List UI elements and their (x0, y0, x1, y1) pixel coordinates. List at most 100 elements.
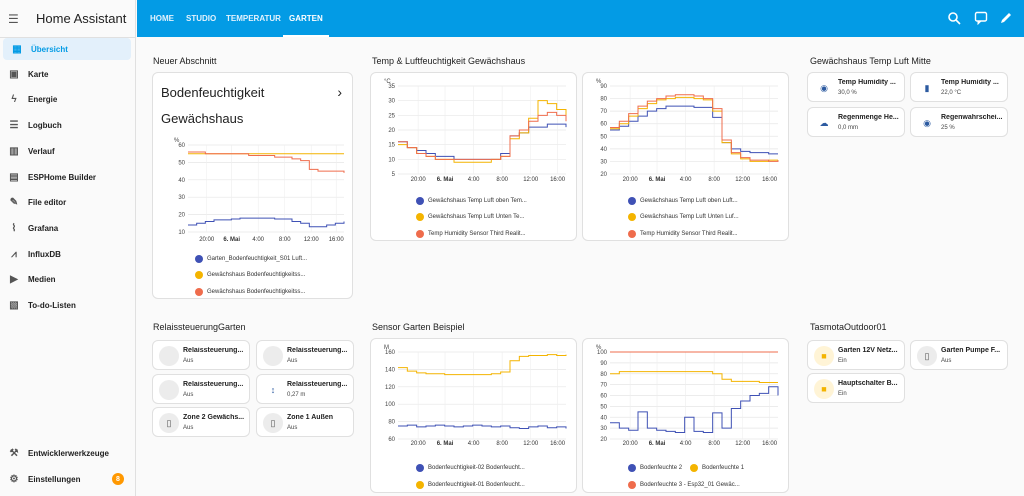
sidebar-item-influxdb[interactable]: ⩘ InfluxDB (0, 243, 136, 265)
sidebar-item-label: Verlauf (28, 146, 55, 156)
sidebar-item-grafana[interactable]: ⌇ Grafana (0, 217, 136, 239)
series-line[interactable] (610, 386, 779, 433)
circle-icon[interactable] (159, 380, 179, 400)
rain-icon[interactable]: ☁ (814, 113, 834, 133)
sidebar-item-label: Karte (28, 69, 49, 79)
sidebar-item-developer-tools[interactable]: ⚒ Entwicklerwerkzeuge (0, 442, 136, 464)
card-title[interactable]: Bodenfeuchtigkeit (161, 85, 265, 100)
bodenfeuchtigkeit-card: Bodenfeuchtigkeit › Gewächshaus (152, 72, 353, 299)
sidebar-item-karte[interactable]: ▣ Karte (0, 63, 136, 85)
power-socket-icon[interactable]: ■ (814, 379, 834, 399)
series-line[interactable] (398, 424, 567, 430)
legend-item[interactable]: Bodenfeuchte 2 (628, 464, 682, 472)
sidebar-item-settings[interactable]: ⚙ Einstellungen 8 (0, 468, 136, 490)
power-socket-icon[interactable]: ■ (814, 346, 834, 366)
series-line[interactable] (398, 354, 567, 376)
search-icon[interactable] (947, 11, 961, 25)
sidebar-item-esphome-builder[interactable]: ▤ ESPHome Builder (0, 166, 136, 188)
legend-item[interactable]: Gewächshaus Temp Luft oben Luft... (628, 197, 738, 205)
sidebar-item-label: Logbuch (28, 120, 62, 130)
tab-studio[interactable]: STUDIO (186, 14, 217, 23)
tasmota-tile[interactable]: ■ Garten 12V Netz... Ein (807, 340, 905, 370)
relais-tile[interactable]: Relaissteuerung... Aus (152, 340, 250, 370)
sidebar: ☰ Home Assistant ▦ Übersicht ▣ Karte ϟ Energi… (0, 0, 136, 496)
relais-tile[interactable]: Relaissteuerung... Aus (256, 340, 354, 370)
y-tick-label: 40 (178, 178, 185, 184)
tab-temperatur[interactable]: TEMPERATUR (226, 14, 281, 23)
tile-name: Relaissteuerung... (183, 381, 244, 388)
legend-item[interactable]: Gewächshaus Temp Luft oben Tem... (416, 197, 527, 205)
legend-item[interactable]: Temp Humidity Sensor Third Realit... (416, 230, 526, 238)
sidebar-item-energie[interactable]: ϟ Energie (0, 88, 136, 110)
legend-item[interactable]: Gewächshaus Temp Luft Unten Te... (416, 213, 525, 221)
clipboard-icon: ▧ (9, 299, 19, 311)
thermometer-icon[interactable]: ▮ (917, 78, 937, 98)
sidebar-item-medien[interactable]: ▶ Medien (0, 268, 136, 290)
water-drop-icon[interactable]: ◉ (917, 113, 937, 133)
sidebar-item-to-do-listen[interactable]: ▧ To-do-Listen (0, 294, 136, 316)
series-line[interactable] (610, 105, 778, 155)
y-tick-label: 15 (388, 143, 395, 149)
x-tick-label: 4:00 (680, 177, 692, 183)
tab-garten[interactable]: GARTEN (283, 0, 329, 37)
circle-icon[interactable] (263, 346, 283, 366)
legend-item[interactable]: Temp Humidity Sensor Third Realit... (628, 230, 738, 238)
series-line[interactable] (188, 151, 345, 173)
legend-label: Bodenfeuchtigkeit-02 Bodenfeucht... (428, 465, 525, 471)
switch-icon[interactable]: ▯ (159, 413, 179, 433)
x-tick-label: 8:00 (279, 237, 291, 243)
tab-home[interactable]: HOME (150, 14, 174, 23)
series-line[interactable] (398, 111, 567, 160)
series-line[interactable] (398, 123, 567, 160)
legend-item[interactable]: Bodenfeuchtigkeit-02 Bodenfeucht... (416, 464, 525, 472)
y-tick-label: 100 (597, 350, 608, 356)
sidebar-item-logbuch[interactable]: ☰ Logbuch (0, 114, 136, 136)
edit-pencil-icon[interactable] (999, 11, 1013, 25)
legend-item[interactable]: Garten_Bodenfeuchtigkeit_S01 Luft... (195, 255, 307, 263)
relais-tile[interactable]: ↕ Relaissteuerung... 0,27 m (256, 374, 354, 404)
relais-tile[interactable]: ▯ Zone 2 Gewächs... Aus (152, 407, 250, 437)
assist-chat-icon[interactable] (974, 11, 988, 26)
water-drop-icon[interactable]: ◉ (814, 78, 834, 98)
switch-icon[interactable]: ▯ (917, 346, 937, 366)
chart-bodenfeuchte: % 20 30 40 50 60 70 80 90 100 20:00 6. Mai 4:00 8:00 1… (596, 345, 779, 447)
x-tick-label: 12:00 (735, 441, 751, 447)
gear-icon: ⚙ (9, 473, 19, 485)
legend-item[interactable]: Bodenfeuchte 3 - Esp32_01 Gewäc... (628, 481, 740, 489)
y-tick-label: 160 (385, 350, 396, 356)
y-tick-label: 60 (388, 437, 395, 443)
chart-line-icon: ⌇ (11, 222, 17, 234)
relais-tile[interactable]: Relaissteuerung... Aus (152, 374, 250, 404)
chevron-right-icon[interactable]: › (337, 84, 342, 100)
y-tick-label: 50 (600, 134, 607, 140)
circle-icon[interactable] (159, 346, 179, 366)
sidebar-item-übersicht[interactable]: ▦ Übersicht (3, 38, 131, 60)
y-tick-label: 10 (388, 157, 395, 163)
mitte-tile[interactable]: ☁ Regenmenge He... 0,0 mm (807, 107, 905, 137)
sidebar-item-file-editor[interactable]: ✎ File editor (0, 191, 136, 213)
sidebar-item-verlauf[interactable]: ▥ Verlauf (0, 140, 136, 162)
legend-item[interactable]: Gewächshaus Bodenfeuchtigkeitss... (195, 288, 305, 296)
x-tick-label: 4:00 (468, 177, 480, 183)
menu-collapse-icon[interactable]: ☰ (8, 11, 19, 26)
series-line[interactable] (610, 94, 779, 162)
legend-item[interactable]: Gewächshaus Bodenfeuchtigkeitss... (195, 271, 305, 279)
distance-icon[interactable]: ↕ (263, 380, 283, 400)
mitte-tile[interactable]: ▮ Temp Humidity ... 22,0 °C (910, 72, 1008, 102)
relais-tile[interactable]: ▯ Zone 1 Außen Aus (256, 407, 354, 437)
series-line[interactable] (610, 371, 778, 383)
x-tick-label: 4:00 (468, 441, 480, 447)
legend-item[interactable]: Bodenfeuchtigkeit-01 Bodenfeucht... (416, 481, 525, 489)
tile-name: Garten Pumpe F... (941, 347, 1001, 354)
tasmota-tile[interactable]: ■ Hauptschalter B... Ein (807, 373, 905, 403)
mitte-tile[interactable]: ◉ Temp Humidity ... 30,0 % (807, 72, 905, 102)
tasmota-tile[interactable]: ▯ Garten Pumpe F... Aus (910, 340, 1008, 370)
series-line[interactable] (188, 217, 345, 228)
mitte-tile[interactable]: ◉ Regenwahrschei... 25 % (910, 107, 1008, 137)
tile-state: 0,0 mm (838, 125, 859, 131)
legend-item[interactable]: Bodenfeuchte 1 (690, 464, 744, 472)
switch-icon[interactable]: ▯ (263, 413, 283, 433)
legend-item[interactable]: Gewächshaus Temp Luft Unten Luf... (628, 213, 739, 221)
legend-dot (195, 288, 203, 296)
legend-label: Bodenfeuchte 2 (640, 465, 683, 471)
